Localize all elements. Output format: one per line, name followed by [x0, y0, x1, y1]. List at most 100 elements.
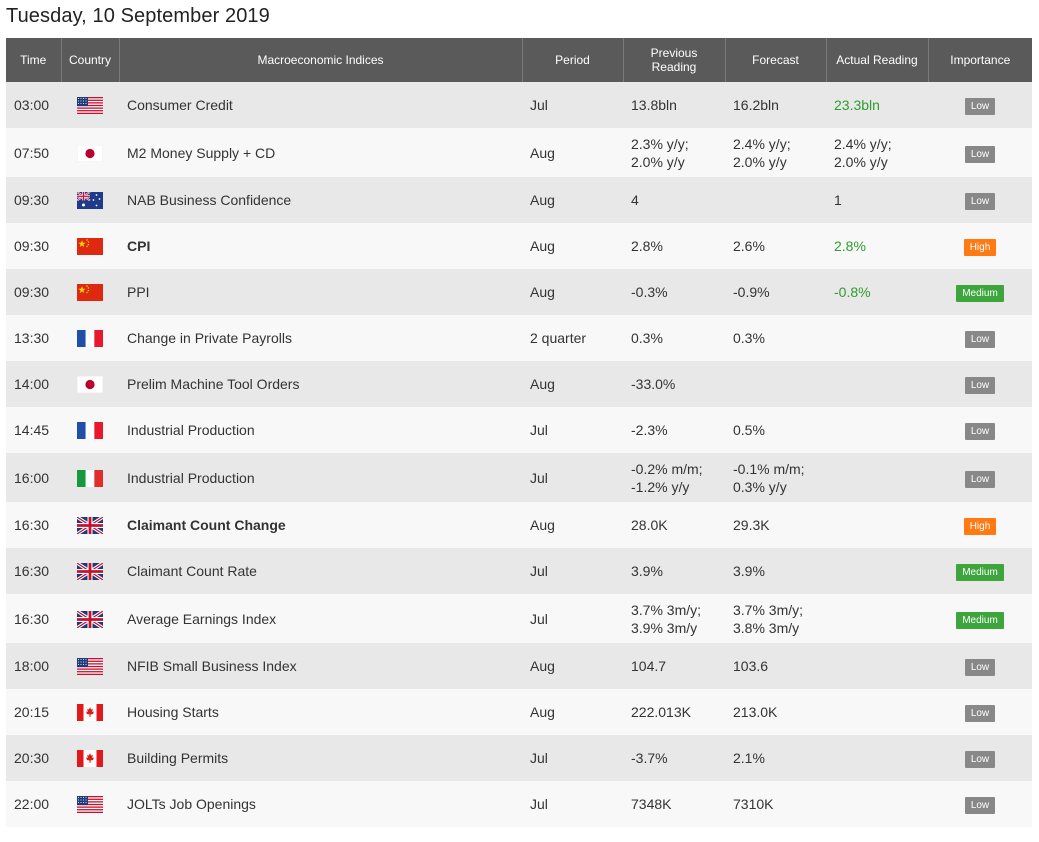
table-row[interactable]: 22:00 JOLTs Job Openings Jul 7348K 7310K Low — [6, 781, 1032, 827]
table-row[interactable]: 16:00 Industrial Production Jul -0.2% m/m; -… — [6, 453, 1032, 502]
col-header-country[interactable]: Country — [61, 38, 120, 82]
col-header-time[interactable]: Time — [6, 38, 62, 82]
importance-badge: Medium — [956, 611, 1004, 629]
period-cell: Aug — [522, 223, 623, 269]
previous-reading-value: -33.0% — [631, 376, 676, 392]
japan-flag-icon — [77, 376, 103, 394]
country-cell — [61, 177, 119, 223]
index-name-cell[interactable]: NFIB Small Business Index — [119, 643, 522, 689]
col-header-forecast[interactable]: Forecast — [725, 38, 827, 82]
table-row[interactable]: 14:45 Industrial Production Jul -2.3% 0.5% Lo… — [6, 407, 1032, 453]
uk-flag-icon — [77, 517, 103, 535]
canada-flag-icon — [77, 750, 103, 768]
index-name-cell[interactable]: Building Permits — [119, 735, 522, 781]
forecast-cell: 2.4% y/y; 2.0% y/y — [725, 128, 826, 177]
period-cell: Aug — [522, 643, 623, 689]
index-name-cell[interactable]: Industrial Production — [119, 453, 522, 502]
importance-badge: High — [963, 518, 997, 535]
importance-badge: Medium — [956, 564, 1004, 581]
period-cell: Aug — [522, 269, 623, 315]
previous-reading-value: 2.8% — [631, 238, 663, 254]
importance-badge: Low — [964, 659, 996, 676]
col-header-period[interactable]: Period — [522, 38, 624, 82]
actual-reading-cell: 1 — [826, 177, 928, 223]
forecast-cell: 2.6% — [725, 223, 826, 269]
col-header-previous[interactable]: Previous Reading — [623, 38, 726, 82]
previous-reading-cell: 2.3% y/y; 2.0% y/y — [623, 128, 725, 177]
index-name-cell[interactable]: PPI — [119, 269, 522, 315]
previous-reading-cell: 3.9% — [623, 548, 725, 594]
index-name-cell[interactable]: CPI — [119, 223, 522, 269]
index-name-cell[interactable]: Housing Starts — [119, 689, 522, 735]
previous-reading-value: -2.3% — [631, 422, 668, 438]
table-row[interactable]: 20:30 Building Permits Jul -3.7% 2.1% Low — [6, 735, 1032, 781]
period-cell: Aug — [522, 177, 623, 223]
table-row[interactable]: 09:30 PPI Aug -0.3% -0.9% -0.8% Medium — [6, 269, 1032, 315]
index-name-cell[interactable]: Average Earnings Index — [119, 594, 522, 643]
previous-reading-cell: 2.8% — [623, 223, 725, 269]
previous-reading-cell: 0.3% — [623, 315, 725, 361]
country-cell — [61, 82, 119, 128]
previous-reading-cell: -33.0% — [623, 361, 725, 407]
country-cell — [61, 689, 119, 735]
table-row[interactable]: 03:00 Consumer Credit Jul 13.8bln 16.2bln 23.… — [6, 82, 1032, 128]
col-header-index[interactable]: Macroeconomic Indices — [119, 38, 523, 82]
table-row[interactable]: 09:30 NAB Business Confidence Aug 4 1 Low — [6, 177, 1032, 223]
time-cell: 07:50 — [6, 128, 61, 177]
time-cell: 09:30 — [6, 177, 61, 223]
country-cell — [61, 315, 119, 361]
previous-reading-value: 104.7 — [631, 658, 667, 674]
forecast-value: 3.7% 3m/y; — [733, 601, 804, 618]
index-name-cell[interactable]: Prelim Machine Tool Orders — [119, 361, 522, 407]
previous-reading-value: 2.3% y/y; — [631, 135, 689, 152]
forecast-value: 2.4% y/y; — [733, 135, 791, 152]
previous-reading-value: 3.9% 3m/y — [631, 619, 698, 636]
previous-reading-value: 0.3% — [631, 330, 663, 346]
index-name-cell[interactable]: Industrial Production — [119, 407, 522, 453]
forecast-value: 7310K — [733, 796, 774, 812]
table-row[interactable]: 16:30 Average Earnings Index Jul 3.7% 3m/y;… — [6, 594, 1032, 643]
us-flag-icon — [77, 796, 103, 814]
forecast-value: 3.8% 3m/y — [733, 619, 800, 636]
previous-reading-value: 4 — [631, 192, 639, 208]
index-name-cell[interactable]: JOLTs Job Openings — [119, 781, 522, 827]
table-row[interactable]: 13:30 Change in Private Payrolls 2 quarter… — [6, 315, 1032, 361]
time-cell: 20:15 — [6, 689, 61, 735]
period-cell: Aug — [522, 361, 623, 407]
index-name-cell[interactable]: M2 Money Supply + CD — [119, 128, 522, 177]
index-name-cell[interactable]: Claimant Count Change — [119, 502, 522, 548]
table-row[interactable]: 07:50 M2 Money Supply + CD Aug 2.3% y/y; 2.0… — [6, 128, 1032, 177]
actual-reading-cell: 23.3bln — [826, 82, 928, 128]
table-row[interactable]: 16:30 Claimant Count Rate Jul 3.9% 3.9% Mediu… — [6, 548, 1032, 594]
col-header-importance[interactable]: Importance — [928, 38, 1032, 82]
previous-reading-cell: 7348K — [623, 781, 725, 827]
importance-badge: Low — [964, 423, 996, 440]
importance-cell: Low — [928, 407, 1032, 453]
forecast-value: 16.2bln — [733, 97, 779, 113]
index-name-cell[interactable]: Change in Private Payrolls — [119, 315, 522, 361]
forecast-value: 2.1% — [733, 750, 765, 766]
index-name-cell[interactable]: Claimant Count Rate — [119, 548, 522, 594]
importance-cell: High — [928, 502, 1032, 548]
importance-cell: Medium — [928, 594, 1032, 643]
previous-reading-value: -0.3% — [631, 284, 668, 300]
forecast-value: 0.3% y/y — [733, 478, 787, 495]
forecast-cell: 0.5% — [725, 407, 826, 453]
index-name-cell[interactable]: Consumer Credit — [119, 82, 522, 128]
table-row[interactable]: 16:30 Claimant Count Change Aug 28.0K 29.3K H… — [6, 502, 1032, 548]
country-cell — [61, 453, 119, 502]
actual-reading-cell: 2.8% — [826, 223, 928, 269]
period-cell: Aug — [522, 128, 623, 177]
table-row[interactable]: 14:00 Prelim Machine Tool Orders Aug -33.0%… — [6, 361, 1032, 407]
forecast-cell: 16.2bln — [725, 82, 826, 128]
col-header-actual[interactable]: Actual Reading — [826, 38, 929, 82]
period-cell: 2 quarter — [522, 315, 623, 361]
actual-reading-cell — [826, 407, 928, 453]
period-cell: Jul — [522, 82, 623, 128]
index-name-cell[interactable]: NAB Business Confidence — [119, 177, 522, 223]
forecast-value: 0.5% — [733, 422, 765, 438]
table-row[interactable]: 20:15 Housing Starts Aug 222.013K 213.0K Low — [6, 689, 1032, 735]
time-cell: 13:30 — [6, 315, 61, 361]
table-row[interactable]: 09:30 CPI Aug 2.8% 2.6% 2.8% High — [6, 223, 1032, 269]
table-row[interactable]: 18:00 NFIB Small Business Index Aug 104.7 10… — [6, 643, 1032, 689]
